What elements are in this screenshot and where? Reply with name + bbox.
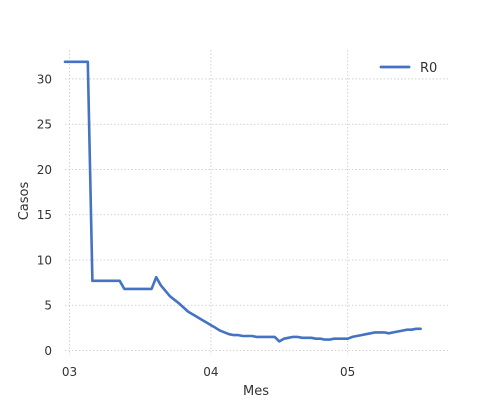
y-tick-label-30: 30	[37, 72, 52, 86]
grid-lines	[65, 50, 448, 355]
y-tick-label-15: 15	[37, 208, 52, 222]
y-tick-label-0: 0	[44, 344, 52, 358]
y-tick-label-5: 5	[44, 299, 52, 313]
series-lines	[63, 60, 422, 343]
y-tick-label-10: 10	[37, 253, 52, 267]
x-tick-label-03: 03	[62, 365, 77, 379]
x-tick-label-05: 05	[340, 365, 355, 379]
legend-label-r0: R0	[420, 61, 437, 76]
series-line-r0	[63, 60, 422, 343]
y-axis-label: Casos	[17, 182, 32, 221]
legend: R0	[379, 61, 437, 76]
y-tick-label-20: 20	[37, 163, 52, 177]
y-tick-label-25: 25	[37, 118, 52, 132]
x-axis-label: Mes	[243, 384, 269, 399]
x-tick-label-04: 04	[203, 365, 218, 379]
